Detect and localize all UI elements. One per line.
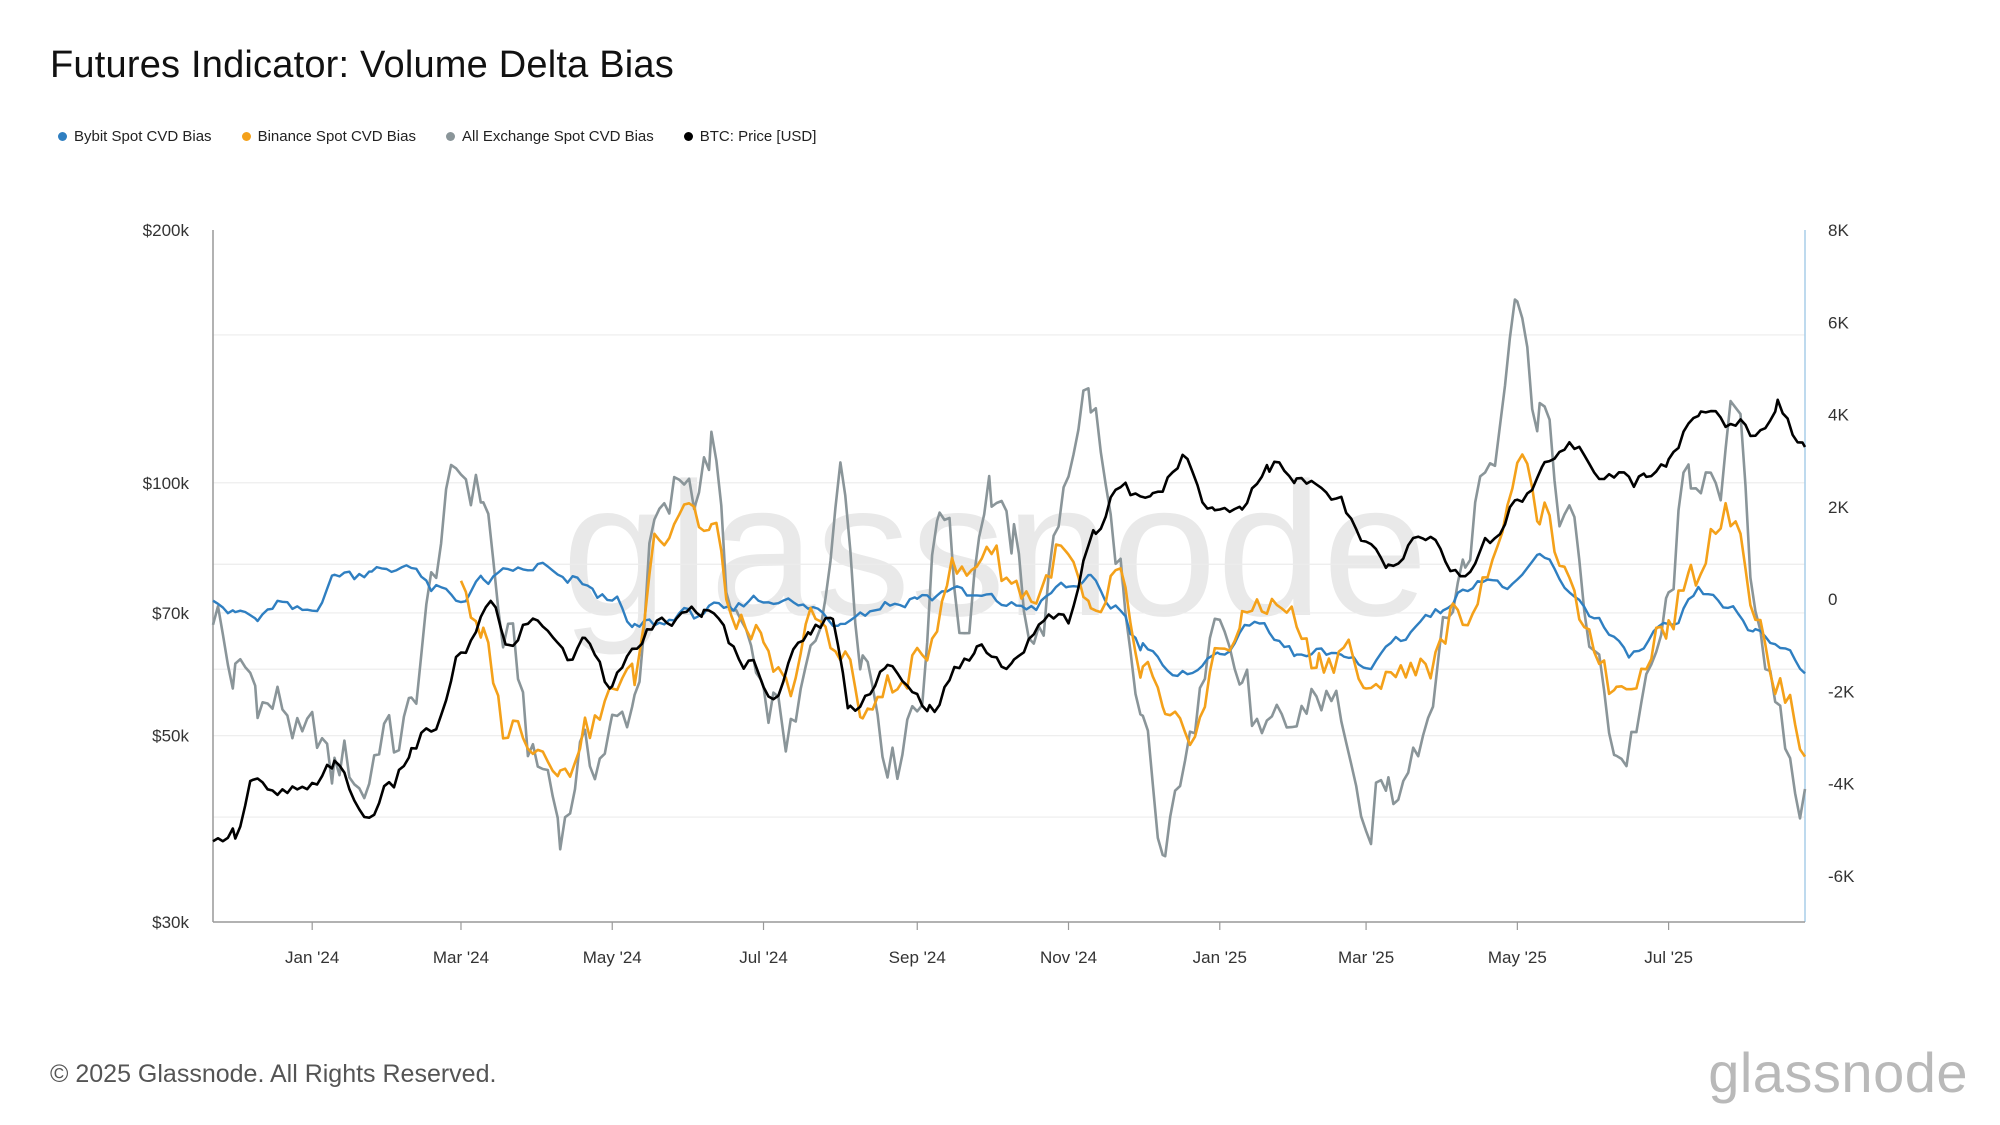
left-axis-tick-label: $200k [143,221,190,240]
x-axis-tick-label: Jul '24 [739,948,788,967]
legend-marker-bybit [58,132,67,141]
series-line-all-exchange [211,298,1807,858]
legend-marker-binance [241,132,251,141]
series-line-bybit [212,552,1806,678]
legend-item-btc-price[interactable]: BTC: Price [USD] [683,128,817,145]
legend-label-binance: Binance Spot CVD Bias [257,128,416,145]
left-axis-tick-label: $30k [152,913,189,932]
left-axis-tick-label: $70k [152,604,189,623]
x-axis-tick-label: Mar '25 [1338,948,1394,967]
left-axis-tick-label: $100k [143,474,190,493]
x-axis-tick-label: Jul '25 [1644,948,1693,967]
right-axis-tick-label: -6K [1828,867,1855,886]
x-axis-tick-label: May '24 [583,948,642,967]
x-axis-tick-label: Sep '24 [889,948,946,967]
chart-title: Futures Indicator: Volume Delta Bias [50,44,674,86]
legend-marker-btc-price [683,132,693,141]
left-axis-tick-label: $50k [152,727,189,746]
legend-item-bybit[interactable]: Bybit Spot CVD Bias [58,128,212,145]
legend-item-all-exchange[interactable]: All Exchange Spot CVD Bias [445,128,654,145]
x-axis-tick-label: Jan '24 [285,948,339,967]
right-axis-tick-label: -4K [1828,775,1855,794]
series-lines [211,298,1807,858]
series-line-btc-price [212,398,1807,843]
glassnode-logo: glassnode [1708,1041,1968,1104]
right-axis-tick-label: -2K [1828,682,1855,701]
legend-marker-all-exchange [445,132,455,141]
right-axis-tick-label: 8K [1828,221,1849,240]
axes [212,230,1806,930]
right-axis-tick-label: 2K [1828,498,1849,517]
series-line-binance [459,453,1807,778]
legend-label-btc-price: BTC: Price [USD] [699,128,817,145]
x-axis-tick-label: Mar '24 [433,948,489,967]
copyright-footer: © 2025 Glassnode. All Rights Reserved. [50,1060,497,1088]
right-axis-tick-label: 6K [1828,313,1849,332]
legend-item-binance[interactable]: Binance Spot CVD Bias [241,128,416,145]
legend-label-all-exchange: All Exchange Spot CVD Bias [461,128,654,145]
x-axis-tick-label: May '25 [1488,948,1547,967]
legend-label-bybit: Bybit Spot CVD Bias [74,128,212,145]
legend: Bybit Spot CVD Bias Binance Spot CVD Bia… [58,128,816,145]
x-axis-tick-label: Jan '25 [1193,948,1247,967]
x-axis-tick-label: Nov '24 [1040,948,1097,967]
right-axis-tick-label: 4K [1828,406,1849,425]
tick-labels: $30k $50k $70k $100k $200k 8K 6K 4K 2K 0 -2K -4K -6K… [143,221,1855,967]
right-axis-tick-label: 0 [1828,590,1837,609]
